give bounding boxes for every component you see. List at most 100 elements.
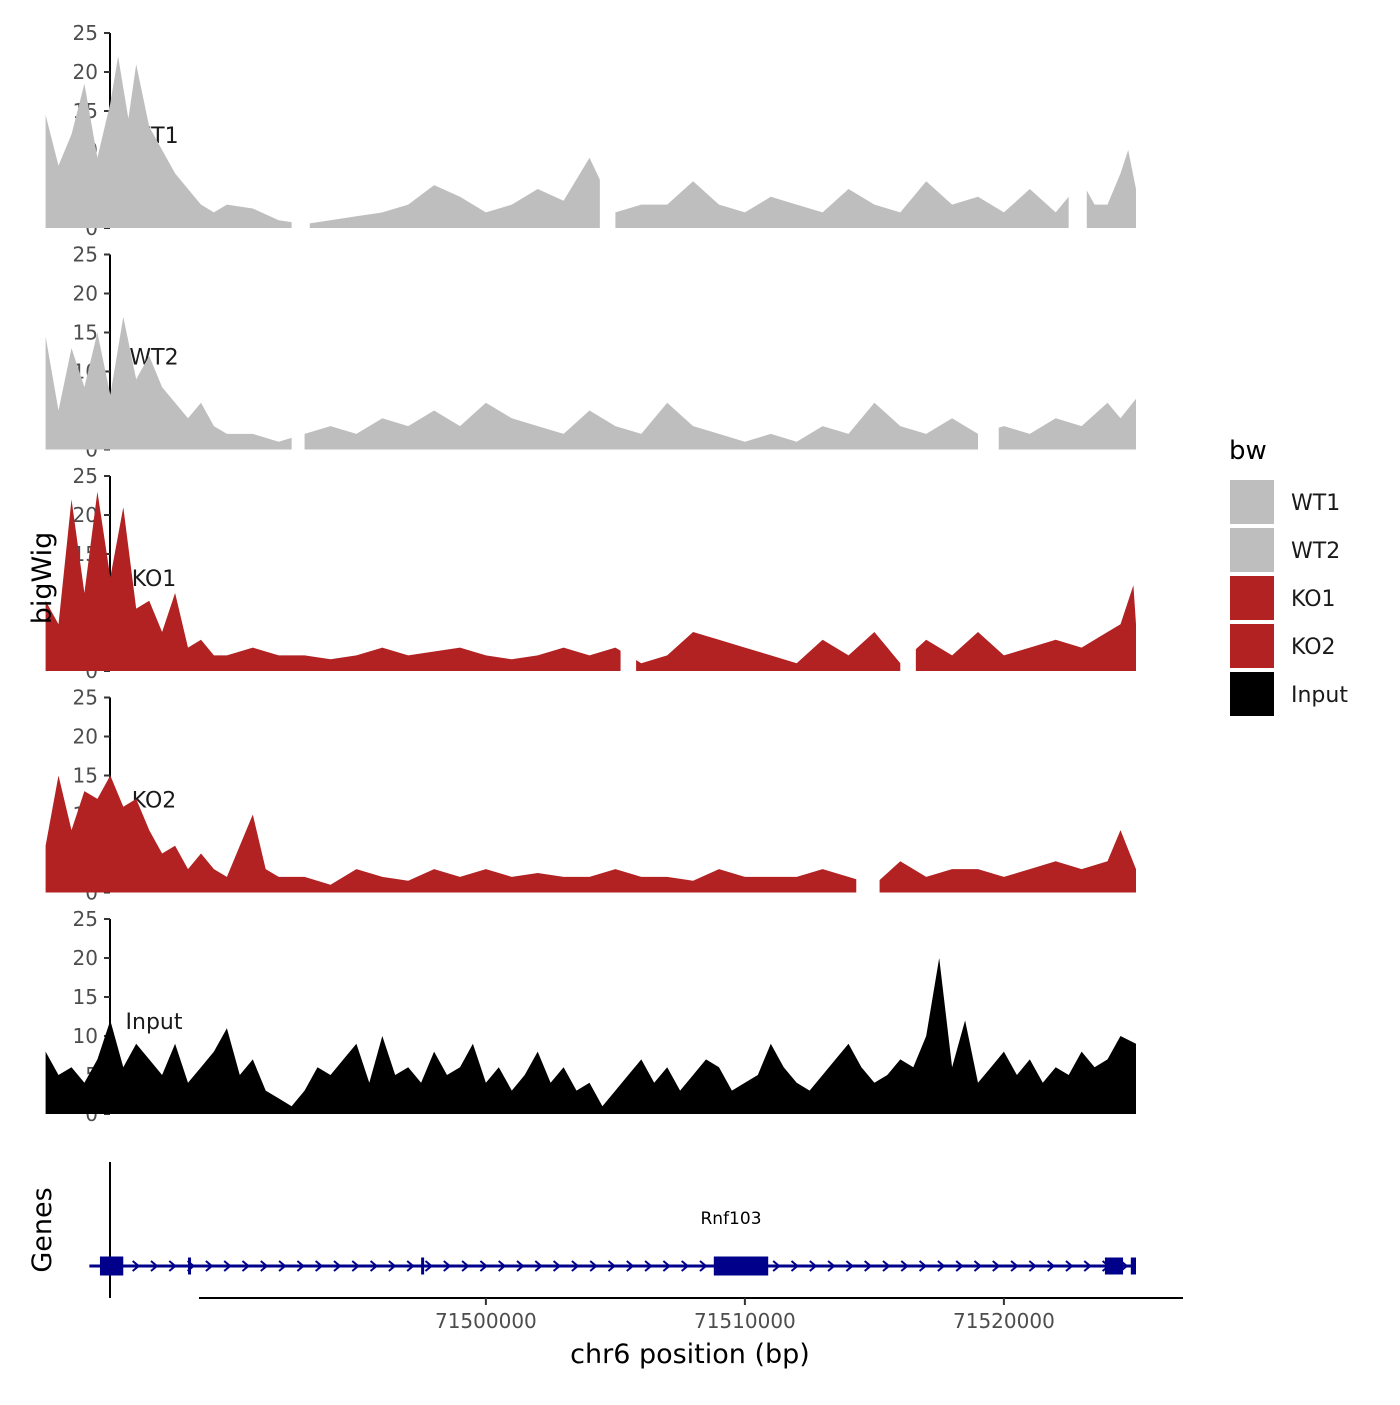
strand-chevron: [168, 1260, 177, 1272]
coverage-area-wt1: [45, 56, 1137, 229]
x-axis-title: chr6 position (bp): [570, 1339, 810, 1370]
legend-label: WT2: [1291, 539, 1340, 564]
x-tick-label: 71500000: [435, 1309, 537, 1333]
legend-swatch-wt2: [1230, 528, 1274, 572]
track-wt1: 0510152025WT1: [45, 21, 1137, 240]
strand-chevron: [571, 1260, 580, 1272]
strand-chevron: [955, 1260, 964, 1272]
legend-label: KO2: [1291, 635, 1336, 660]
strand-chevron: [1065, 1260, 1074, 1272]
strand-chevron: [607, 1260, 617, 1272]
strand-chevron: [589, 1260, 598, 1272]
legend-swatch-wt1: [1230, 480, 1274, 524]
gene-exon: [1130, 1257, 1136, 1275]
strand-chevron: [626, 1260, 635, 1272]
strand-chevron: [461, 1260, 470, 1272]
coverage-gap: [291, 254, 305, 451]
strand-chevron: [534, 1260, 543, 1272]
y-tick-label: 25: [73, 464, 98, 488]
y-tick-label: 20: [73, 946, 98, 970]
y-tick-label: 15: [73, 764, 98, 788]
coverage-area-input: [45, 958, 1137, 1114]
strand-chevron: [1028, 1260, 1037, 1272]
strand-chevron: [552, 1260, 562, 1272]
strand-chevron: [296, 1260, 305, 1272]
strand-chevron: [1047, 1260, 1056, 1272]
strand-chevron: [937, 1260, 946, 1272]
coverage-gap: [856, 697, 880, 894]
legend-swatch-ko1: [1230, 576, 1274, 620]
track-input: 0510152025Input: [45, 907, 1137, 1126]
y-tick-label: 20: [73, 60, 98, 84]
strand-chevron: [479, 1260, 488, 1272]
coverage-area-ko1: [45, 491, 1137, 671]
strand-chevron: [369, 1260, 379, 1272]
legend-swatch-ko2: [1230, 624, 1274, 668]
strand-chevron: [790, 1260, 800, 1272]
y-axis-title: bigWig: [27, 532, 58, 625]
y-tick-label: 15: [73, 321, 98, 345]
strand-chevron: [406, 1260, 415, 1272]
y-tick-label: 25: [73, 907, 98, 931]
strand-chevron: [644, 1260, 653, 1272]
coverage-area-ko2: [45, 775, 1137, 893]
y-tick-label: 25: [73, 243, 98, 267]
strand-chevron: [516, 1260, 525, 1272]
genes-track-label: Genes: [27, 1187, 58, 1272]
coverage-gap: [620, 476, 637, 672]
strand-chevron: [132, 1260, 141, 1272]
y-tick-label: 25: [73, 686, 98, 710]
strand-chevron: [241, 1260, 251, 1272]
gene-rnf103: Rnf103: [89, 1209, 1136, 1276]
y-tick-label: 25: [73, 21, 98, 45]
strand-chevron: [864, 1260, 873, 1272]
gene-exon: [99, 1256, 124, 1276]
genes-track: Genes Rnf103: [27, 1162, 1136, 1298]
gene-exon: [1104, 1257, 1124, 1275]
strand-chevron: [205, 1260, 214, 1272]
strand-chevron: [315, 1260, 324, 1272]
strand-chevron: [882, 1260, 891, 1272]
legend: bw WT1 WT2 KO1 KO2 Input: [1229, 436, 1348, 716]
y-tick-label: 10: [73, 1024, 98, 1048]
track-label: WT2: [129, 346, 178, 371]
legend-label: WT1: [1291, 491, 1340, 516]
strand-chevron: [992, 1260, 1001, 1272]
strand-chevron: [1010, 1260, 1019, 1272]
strand-chevron: [973, 1260, 983, 1272]
coverage-gap: [1068, 33, 1087, 229]
gene-exon: [713, 1256, 769, 1276]
strand-chevron: [443, 1260, 452, 1272]
gene-exon: [188, 1257, 192, 1275]
track-wt2: 0510152025WT2: [45, 243, 1137, 462]
tracks-layer: 0510152025WT10510152025WT20510152025KO10…: [45, 21, 1137, 1126]
strand-chevron: [809, 1260, 818, 1272]
y-tick-label: 20: [73, 725, 98, 749]
strand-chevron: [388, 1260, 397, 1272]
track-ko2: 0510152025KO2: [45, 686, 1137, 905]
strand-chevron: [424, 1260, 434, 1272]
strand-chevron: [260, 1260, 269, 1272]
strand-chevron: [278, 1260, 287, 1272]
strand-chevron: [772, 1260, 781, 1272]
x-tick-label: 71510000: [694, 1309, 796, 1333]
strand-chevron: [662, 1260, 671, 1272]
coverage-gap: [291, 33, 310, 229]
coverage-gap: [900, 476, 916, 672]
coverage-gap: [599, 33, 616, 229]
strand-chevron: [223, 1260, 232, 1272]
legend-label: Input: [1291, 683, 1348, 708]
strand-chevron: [1083, 1260, 1092, 1272]
track-label: Input: [126, 1010, 183, 1035]
strand-chevron: [827, 1260, 836, 1272]
coverage-gap: [978, 254, 999, 451]
coverage-area-wt2: [45, 316, 1137, 450]
legend-title: bw: [1229, 436, 1267, 466]
strand-chevron: [918, 1260, 928, 1272]
strand-chevron: [681, 1260, 690, 1272]
legend-label: KO1: [1291, 587, 1336, 612]
gene-label: Rnf103: [700, 1209, 761, 1229]
y-tick-label: 20: [73, 282, 98, 306]
